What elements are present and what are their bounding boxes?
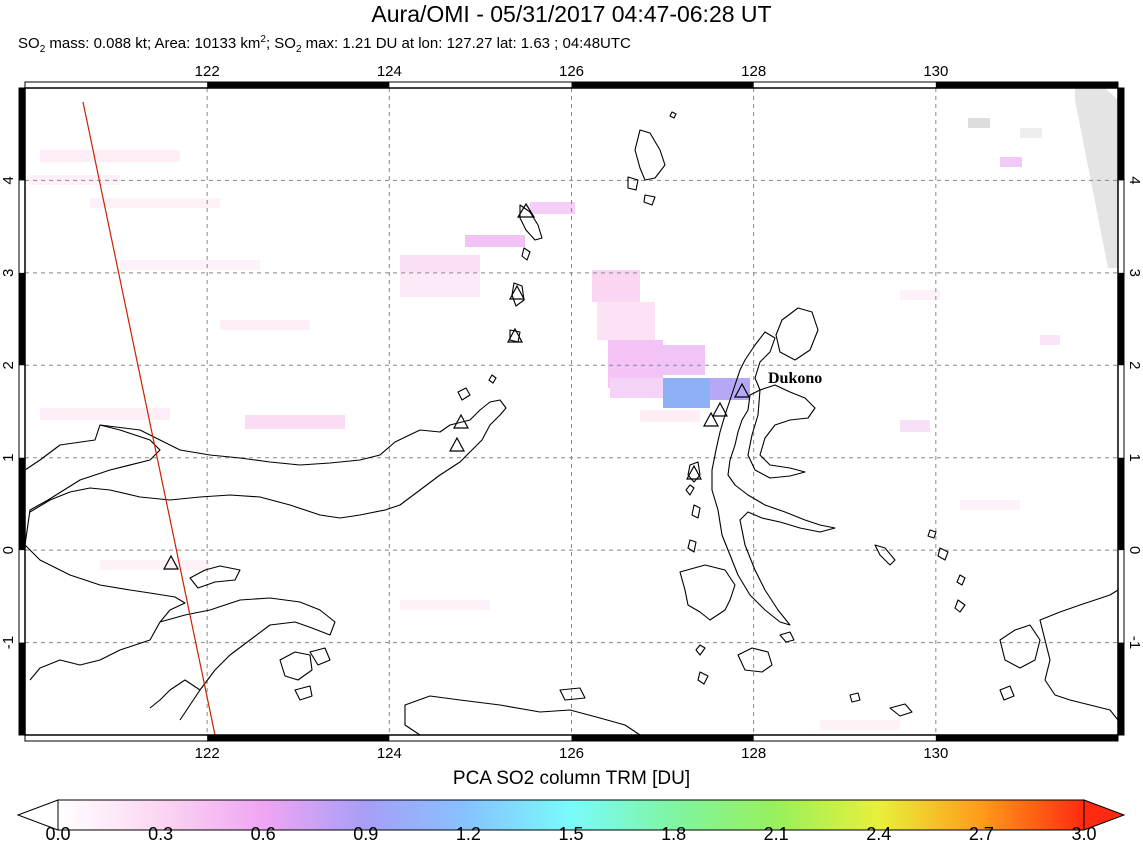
colorbar-tick-label: 1.2 [455, 824, 481, 844]
lat-tick-label-right: 1 [1126, 454, 1143, 462]
volcano-icon [448, 436, 466, 452]
so2-pixels [30, 88, 1118, 730]
lon-tick-label-bottom: 130 [923, 745, 948, 762]
lon-tick-label-bottom: 124 [377, 745, 402, 762]
map-title: Aura/OMI - 05/31/2017 04:47-06:28 UT [371, 1, 772, 27]
lat-tick-label-left: 3 [0, 269, 17, 277]
colorbar-title: PCA SO2 column TRM [DU] [452, 768, 691, 789]
volcano-label-dukono: Dukono [768, 370, 822, 387]
colorbar-tick-label: 3.0 [1071, 824, 1097, 844]
volcano-icon [711, 401, 729, 417]
lat-tick-label-right: -1 [1126, 636, 1143, 649]
lat-tick-label-right: 3 [1126, 269, 1143, 277]
lon-tick-label-top: 122 [195, 63, 220, 80]
volcano-icon [733, 382, 751, 398]
lon-tick-label-top: 130 [923, 63, 948, 80]
lat-tick-label-right: 2 [1126, 361, 1143, 369]
lat-tick-label-left: 1 [0, 454, 17, 462]
colorbar-tick-label: 2.1 [763, 824, 789, 844]
colorbar-tick-label: 0.3 [148, 824, 174, 844]
lat-tick-label-left: 0 [0, 546, 17, 554]
lon-tick-label-top: 124 [377, 63, 402, 80]
lon-tick-label-bottom: 122 [195, 745, 220, 762]
colorbar-tick-label: 2.4 [866, 824, 892, 844]
lat-tick-label-right: 0 [1126, 546, 1143, 554]
volcano-icon [452, 413, 470, 429]
map-subtitle: SO2 mass: 0.088 kt; Area: 10133 km2; SO2… [18, 34, 631, 55]
lat-tick-label-left: -1 [0, 636, 17, 649]
lat-tick-label-right: 4 [1126, 176, 1143, 184]
volcano-icon [506, 327, 524, 343]
colorbar [16, 799, 1126, 831]
lon-tick-label-bottom: 126 [559, 745, 584, 762]
lat-tick-label-left: 2 [0, 361, 17, 369]
colorbar-tick-label: 0.0 [45, 824, 71, 844]
swath-edge-line [82, 101, 216, 736]
colorbar-tick-label: 0.6 [250, 824, 276, 844]
lon-tick-label-bottom: 128 [741, 745, 766, 762]
colorbar-tick-label: 1.8 [661, 824, 687, 844]
colorbar-bar [57, 799, 1085, 831]
colorbar-over-arrow [1083, 799, 1126, 831]
colorbar-tick-label: 0.9 [353, 824, 379, 844]
colorbar-tick-label: 1.5 [558, 824, 584, 844]
lat-tick-label-left: 4 [0, 176, 17, 184]
volcano-markers [162, 202, 751, 570]
map-frame [18, 81, 1125, 742]
volcano-icon [702, 411, 720, 427]
lon-tick-label-top: 128 [741, 63, 766, 80]
colorbar-tick-label: 2.7 [968, 824, 994, 844]
volcano-icon [508, 284, 526, 300]
volcano-icon [162, 554, 180, 570]
volcano-icon [685, 464, 703, 480]
volcano-icon [516, 202, 536, 218]
lon-tick-label-top: 126 [559, 63, 584, 80]
map-grid [25, 88, 1118, 735]
